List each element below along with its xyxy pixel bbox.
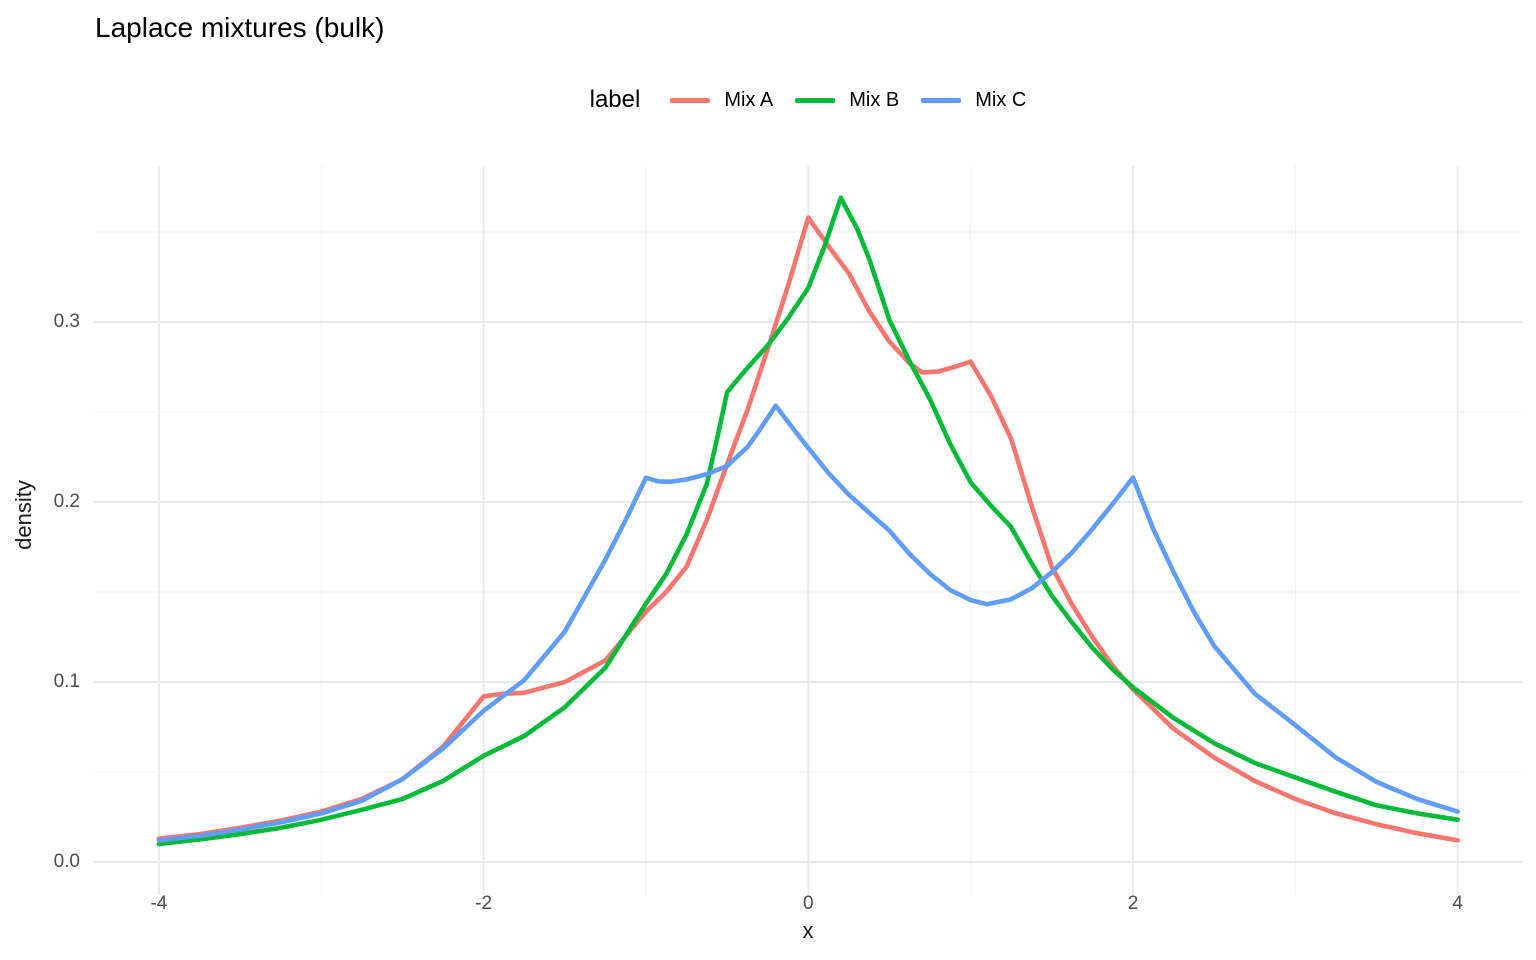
legend-label: Mix C xyxy=(975,88,1027,111)
x-axis-title: x xyxy=(802,918,814,943)
page-title: Laplace mixtures (bulk) xyxy=(95,12,385,43)
series-line-mix-c xyxy=(156,403,1460,843)
legend-key-line xyxy=(670,97,711,103)
y-tick-label: 0.3 xyxy=(53,311,80,332)
series-line-mix-a xyxy=(156,215,1460,843)
legend-key-line xyxy=(795,97,836,103)
y-tick-label: 0.1 xyxy=(53,671,80,692)
y-tick-label: 0.2 xyxy=(53,491,80,512)
x-tick-label: -2 xyxy=(475,893,493,914)
legend-title: label xyxy=(589,86,641,113)
legend: label Mix A Mix B Mix C xyxy=(94,84,1522,116)
legend-label: Mix B xyxy=(849,88,900,111)
x-tick-label: 0 xyxy=(803,893,814,914)
legend-item-mix-c: Mix C xyxy=(921,89,1026,112)
y-tick-label: 0.0 xyxy=(53,851,80,872)
x-tick-label: 2 xyxy=(1127,893,1139,914)
x-tick-label: 4 xyxy=(1452,893,1463,914)
legend-key-line xyxy=(921,97,962,103)
legend-item-mix-a: Mix A xyxy=(670,89,773,112)
y-axis-title: density xyxy=(11,480,36,550)
legend-label: Mix A xyxy=(724,88,774,111)
series-line-mix-b xyxy=(156,195,1460,847)
x-tick-label: -4 xyxy=(150,893,168,914)
legend-item-mix-b: Mix B xyxy=(795,89,899,112)
